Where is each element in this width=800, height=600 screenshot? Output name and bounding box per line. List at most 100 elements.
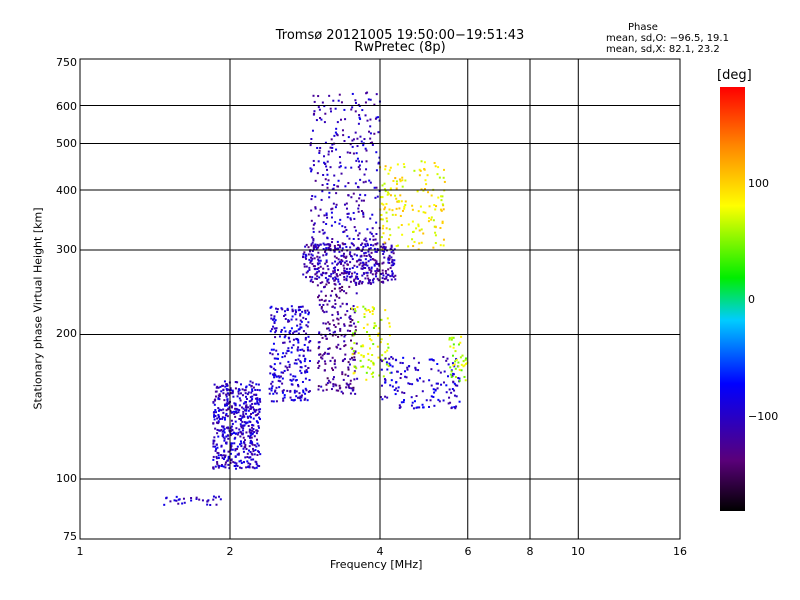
data-point — [362, 213, 365, 216]
data-point — [450, 336, 453, 339]
data-point — [339, 260, 342, 263]
data-point — [273, 357, 276, 360]
data-point — [410, 404, 413, 407]
data-point — [369, 132, 372, 135]
data-point — [320, 307, 323, 310]
data-point — [368, 253, 371, 256]
data-point — [307, 366, 310, 369]
data-point — [231, 389, 234, 392]
data-point — [296, 338, 299, 341]
data-point — [297, 309, 300, 312]
data-point — [233, 437, 236, 440]
data-point — [369, 271, 372, 274]
data-point — [283, 336, 286, 339]
data-point — [275, 307, 278, 310]
data-point — [317, 341, 320, 344]
data-point — [327, 347, 330, 350]
data-point — [273, 372, 276, 375]
data-point — [429, 399, 432, 402]
data-point — [309, 261, 312, 264]
y-tick-label: 400 — [56, 184, 77, 197]
data-point — [359, 280, 362, 283]
data-point — [326, 303, 329, 306]
data-point — [299, 348, 302, 351]
data-point — [333, 279, 336, 282]
data-point — [314, 273, 317, 276]
data-point — [386, 317, 389, 320]
data-point — [395, 381, 398, 384]
data-point — [234, 455, 237, 458]
data-point — [212, 495, 215, 498]
data-point — [312, 159, 315, 162]
data-point — [248, 400, 251, 403]
data-point — [345, 279, 348, 282]
data-point — [307, 311, 310, 314]
data-point — [375, 186, 378, 189]
data-point — [354, 308, 357, 311]
data-point — [390, 264, 393, 267]
data-point — [412, 407, 415, 410]
data-point — [349, 151, 352, 154]
data-point — [364, 277, 367, 280]
data-point — [351, 319, 354, 322]
data-point — [299, 314, 302, 317]
data-point — [443, 180, 446, 183]
data-point — [233, 442, 236, 445]
data-point — [379, 358, 382, 361]
data-point — [375, 169, 378, 172]
data-point — [351, 92, 354, 95]
data-point — [290, 379, 293, 382]
data-point — [347, 366, 350, 369]
data-point — [321, 271, 324, 274]
data-point — [309, 167, 312, 170]
data-point — [316, 275, 319, 278]
data-point — [343, 324, 346, 327]
data-point — [327, 268, 330, 271]
data-point — [286, 369, 289, 372]
data-point — [352, 237, 355, 240]
data-point — [214, 409, 217, 412]
data-point — [241, 429, 244, 432]
data-point — [340, 259, 343, 262]
data-point — [357, 238, 360, 241]
data-point — [322, 254, 325, 257]
data-point — [270, 389, 273, 392]
data-point — [332, 331, 335, 334]
data-point — [314, 179, 317, 182]
data-point — [221, 417, 224, 420]
data-point — [379, 396, 382, 399]
data-point — [225, 441, 228, 444]
data-point — [434, 389, 437, 392]
data-point — [229, 427, 232, 430]
data-point — [304, 397, 307, 400]
data-point — [386, 368, 389, 371]
data-point — [284, 365, 287, 368]
data-point — [225, 412, 228, 415]
data-point — [234, 449, 237, 452]
data-point — [333, 363, 336, 366]
data-point — [310, 244, 313, 247]
data-point — [454, 350, 457, 353]
data-point — [218, 429, 221, 432]
data-point — [344, 373, 347, 376]
data-point — [325, 259, 328, 262]
data-point — [324, 250, 327, 253]
data-point — [345, 202, 348, 205]
data-point — [371, 213, 374, 216]
data-point — [380, 245, 383, 248]
data-point — [308, 341, 311, 344]
data-point — [351, 272, 354, 275]
data-point — [323, 105, 326, 108]
data-point — [240, 442, 243, 445]
data-point — [212, 458, 215, 461]
data-point — [337, 258, 340, 261]
data-point — [247, 406, 250, 409]
data-point — [366, 274, 369, 277]
data-point — [396, 163, 399, 166]
data-point — [297, 358, 300, 361]
data-point — [331, 238, 334, 241]
data-point — [295, 311, 298, 314]
data-point — [370, 232, 373, 235]
data-point — [372, 326, 375, 329]
data-point — [287, 320, 290, 323]
